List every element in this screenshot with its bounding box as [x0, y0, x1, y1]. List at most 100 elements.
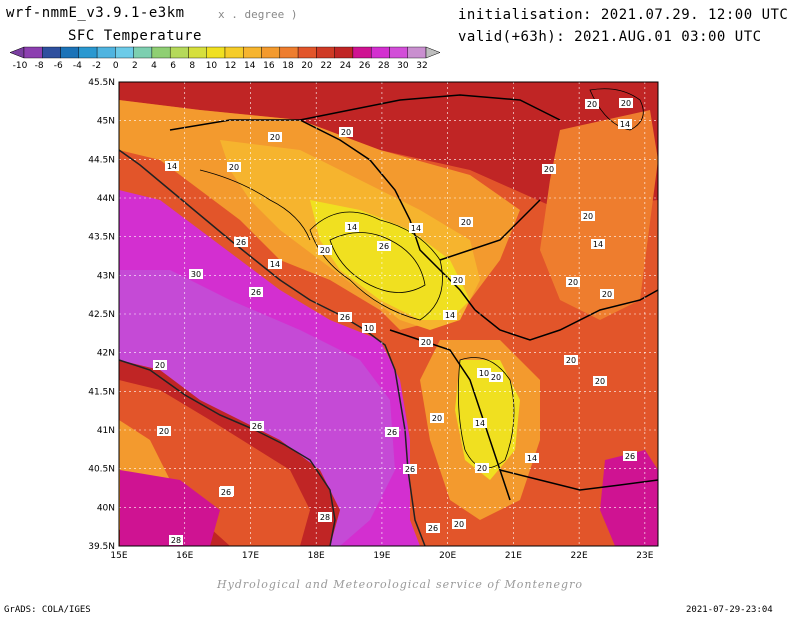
colorbar-left-arrow	[9, 46, 25, 59]
contour-label: 28	[318, 512, 332, 522]
lat-tick-label: 39.5N	[88, 542, 115, 552]
contour-label-bg	[219, 487, 233, 497]
lat-tick-label: 41N	[97, 426, 115, 436]
valid-time: valid(+63h): 2021.AUG.01 03:00 UTC	[458, 29, 762, 45]
contour-label-bg	[459, 217, 473, 227]
colorbar-tick-label: 20	[301, 61, 313, 71]
colorbar-tick-label: 2	[132, 61, 138, 71]
contour-label-bg	[362, 323, 376, 333]
contour-label-bg	[426, 523, 440, 533]
lat-tick-label: 43.5N	[88, 233, 115, 243]
contour-label-bg	[338, 312, 352, 322]
lon-tick-label: 23E	[636, 551, 653, 561]
contour-label-text: 20	[320, 246, 330, 255]
contour-label-bg	[618, 119, 632, 129]
contour-label-bg	[623, 451, 637, 461]
contour-label: 30	[189, 269, 203, 279]
contour-label-text: 20	[421, 338, 431, 347]
colorbar-tick-label: 4	[151, 61, 157, 71]
contour-label-text: 20	[155, 361, 165, 370]
colorbar-tick-label: 12	[225, 61, 236, 71]
contour-label-text: 20	[595, 377, 605, 386]
colorbar-swatch	[352, 46, 372, 59]
lat-tick-label: 40N	[97, 503, 115, 513]
model-title: wrf-nmmE_v3.9.1-e3km	[6, 5, 185, 21]
contour-label-bg	[542, 164, 556, 174]
contour-label: 20	[268, 132, 282, 142]
colorbar-tick-label: 28	[378, 61, 390, 71]
contour-label-text: 20	[566, 356, 576, 365]
contour-label-bg	[234, 237, 248, 247]
contour-label-bg	[581, 211, 595, 221]
contour-label-bg	[419, 337, 433, 347]
lon-tick-label: 16E	[176, 551, 193, 561]
contour-label-text: 30	[191, 270, 201, 279]
software-label: GrADS: COLA/IGES	[4, 605, 91, 615]
contour-label-bg	[585, 99, 599, 109]
contour-label-bg	[452, 519, 466, 529]
contour-label-bg	[249, 287, 263, 297]
colorbar-tick-label: -6	[54, 61, 63, 71]
contour-label-bg	[566, 277, 580, 287]
contour-label: 26	[338, 312, 352, 322]
lat-tick-label: 42N	[97, 349, 115, 359]
contour-label-text: 20	[544, 165, 554, 174]
colorbar-tick-label: 26	[359, 61, 371, 71]
contour-label: 20	[339, 127, 353, 137]
contour-label: 20	[430, 413, 444, 423]
contour-label-text: 20	[491, 373, 501, 382]
lat-tick-label: 45.5N	[88, 78, 115, 88]
colorbar-swatch	[243, 46, 262, 59]
contour-label-bg	[443, 310, 457, 320]
contour-label-text: 20	[453, 276, 463, 285]
map-frame	[118, 81, 659, 547]
contour-label-text: 14	[527, 454, 537, 463]
colorbar-swatch	[96, 46, 116, 59]
contour-label: 20	[459, 217, 473, 227]
contour-label: 14	[268, 259, 282, 269]
colorbar-swatch	[297, 46, 317, 59]
colorbar-swatch	[188, 46, 207, 59]
colorbar-tick-label: -4	[73, 61, 82, 71]
contour-label-bg	[318, 245, 332, 255]
contour-label-text: 26	[387, 428, 397, 437]
contour-label-bg	[593, 376, 607, 386]
contour-label-text: 14	[411, 224, 421, 233]
contour-label: 20	[153, 360, 167, 370]
contour-label: 26	[377, 241, 391, 251]
contour-label-text: 20	[587, 100, 597, 109]
contour-label-bg	[268, 259, 282, 269]
colorbar-tick-label: 32	[416, 61, 427, 71]
contour-label-bg	[189, 269, 203, 279]
contour-label: 20	[489, 372, 503, 382]
contour-label-text: 26	[340, 313, 350, 322]
contour-label: 20	[419, 337, 433, 347]
lon-tick-label: 21E	[505, 551, 522, 561]
credit-text: Hydrological and Meteorological service …	[217, 578, 583, 591]
contour-label-text: 14	[445, 311, 455, 320]
contour-label-text: 14	[593, 240, 603, 249]
contour-label-bg	[564, 355, 578, 365]
lat-tick-label: 42.5N	[88, 310, 115, 320]
contour-label: 20	[600, 289, 614, 299]
contour-label-bg	[403, 464, 417, 474]
contour-label: 20	[318, 245, 332, 255]
contour-label-bg	[525, 453, 539, 463]
contour-label: 20	[451, 275, 465, 285]
contour-label: 20	[564, 355, 578, 365]
contour-label-bg	[377, 241, 391, 251]
lat-tick-label: 45N	[97, 117, 115, 127]
contour-label: 20	[157, 426, 171, 436]
contour-label: 14	[409, 223, 423, 233]
colorbar-swatch	[261, 46, 281, 59]
contour-label-text: 20	[568, 278, 578, 287]
colorbar-swatch	[115, 46, 134, 59]
contour-label-text: 28	[320, 513, 330, 522]
contour-label-bg	[409, 223, 423, 233]
contour-label-text: 26	[221, 488, 231, 497]
colorbar-swatch	[23, 46, 43, 59]
colorbar-tick-label: -8	[35, 61, 44, 71]
initialisation-time: initialisation: 2021.07.29. 12:00 UTC	[458, 7, 789, 23]
contour-label: 26	[385, 427, 399, 437]
